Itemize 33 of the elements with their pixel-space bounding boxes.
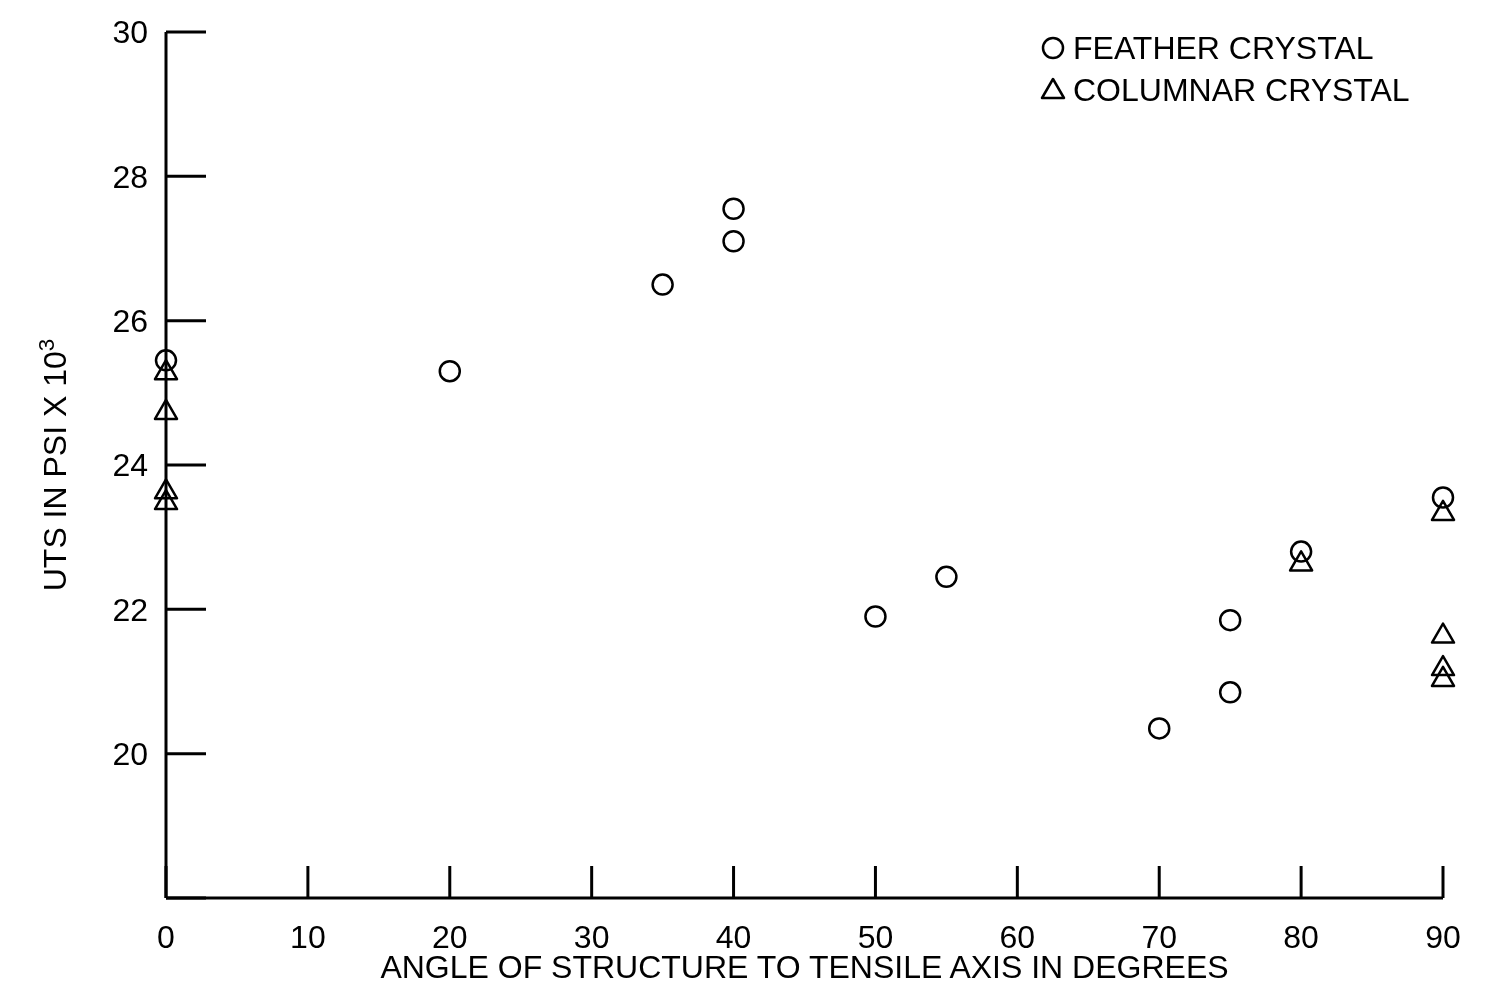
point — [153, 398, 179, 421]
point — [935, 565, 958, 589]
point — [1430, 654, 1456, 677]
y-tick-label: 22 — [112, 591, 148, 628]
point — [1430, 622, 1456, 644]
point — [1218, 681, 1242, 704]
point — [154, 349, 178, 372]
legend-label: FEATHER CRYSTAL — [1073, 30, 1374, 67]
legend-label: COLUMNAR CRYSTAL — [1073, 72, 1410, 109]
x-tick-label: 90 — [1425, 919, 1461, 955]
point — [1147, 717, 1171, 740]
y-tick-label: 20 — [112, 735, 148, 772]
point — [153, 358, 179, 381]
y-tick-label: 26 — [112, 302, 148, 339]
point — [438, 359, 462, 383]
point — [1430, 665, 1456, 688]
point — [1289, 540, 1313, 563]
point — [1431, 486, 1455, 509]
x-tick-label: 0 — [157, 919, 175, 955]
y-tick-label: 24 — [112, 447, 148, 484]
point — [153, 478, 179, 500]
point — [651, 273, 674, 296]
point — [722, 230, 745, 253]
point — [722, 197, 745, 221]
point — [153, 488, 179, 511]
point — [1218, 608, 1242, 632]
y-tick-label: 28 — [112, 158, 148, 195]
y-tick-label: 30 — [112, 14, 148, 51]
point — [864, 605, 887, 628]
x-tick-label: 10 — [290, 919, 326, 955]
point — [1430, 499, 1456, 522]
x-tick-label: 80 — [1283, 919, 1319, 955]
point — [1288, 550, 1314, 572]
